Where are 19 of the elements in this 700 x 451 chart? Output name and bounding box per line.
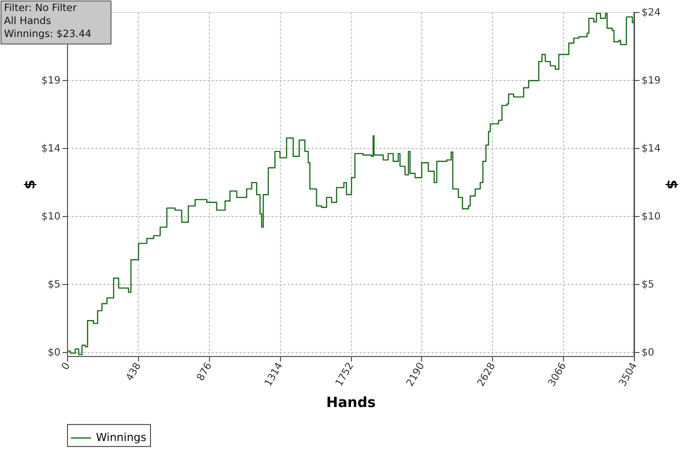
legend-label: Winnings xyxy=(96,431,147,444)
annotation: Filter: No Filter xyxy=(4,3,78,14)
y2-tick-label: $14 xyxy=(642,143,661,154)
y2-tick-label: $10 xyxy=(642,211,661,222)
y-tick-label: $14 xyxy=(41,143,60,154)
y2-tick-label: $19 xyxy=(642,75,661,86)
y2-axis-title: $ xyxy=(664,180,680,190)
y2-tick-label: $24 xyxy=(642,8,661,18)
y-tick-label: $5 xyxy=(48,279,60,290)
x-axis-title: Hands xyxy=(326,395,376,412)
y2-tick-label: $0 xyxy=(642,347,654,358)
y2-tick-label: $5 xyxy=(642,279,654,290)
y-tick-label: $19 xyxy=(41,75,60,86)
text: All Hands xyxy=(4,16,52,27)
y-axis-title: $ xyxy=(22,180,38,190)
x-tick-label: 0 xyxy=(60,361,73,372)
y-tick-label: $0 xyxy=(48,347,60,358)
annotation: Winnings: $23.44 xyxy=(4,29,92,40)
y-tick-label: $10 xyxy=(41,211,60,222)
